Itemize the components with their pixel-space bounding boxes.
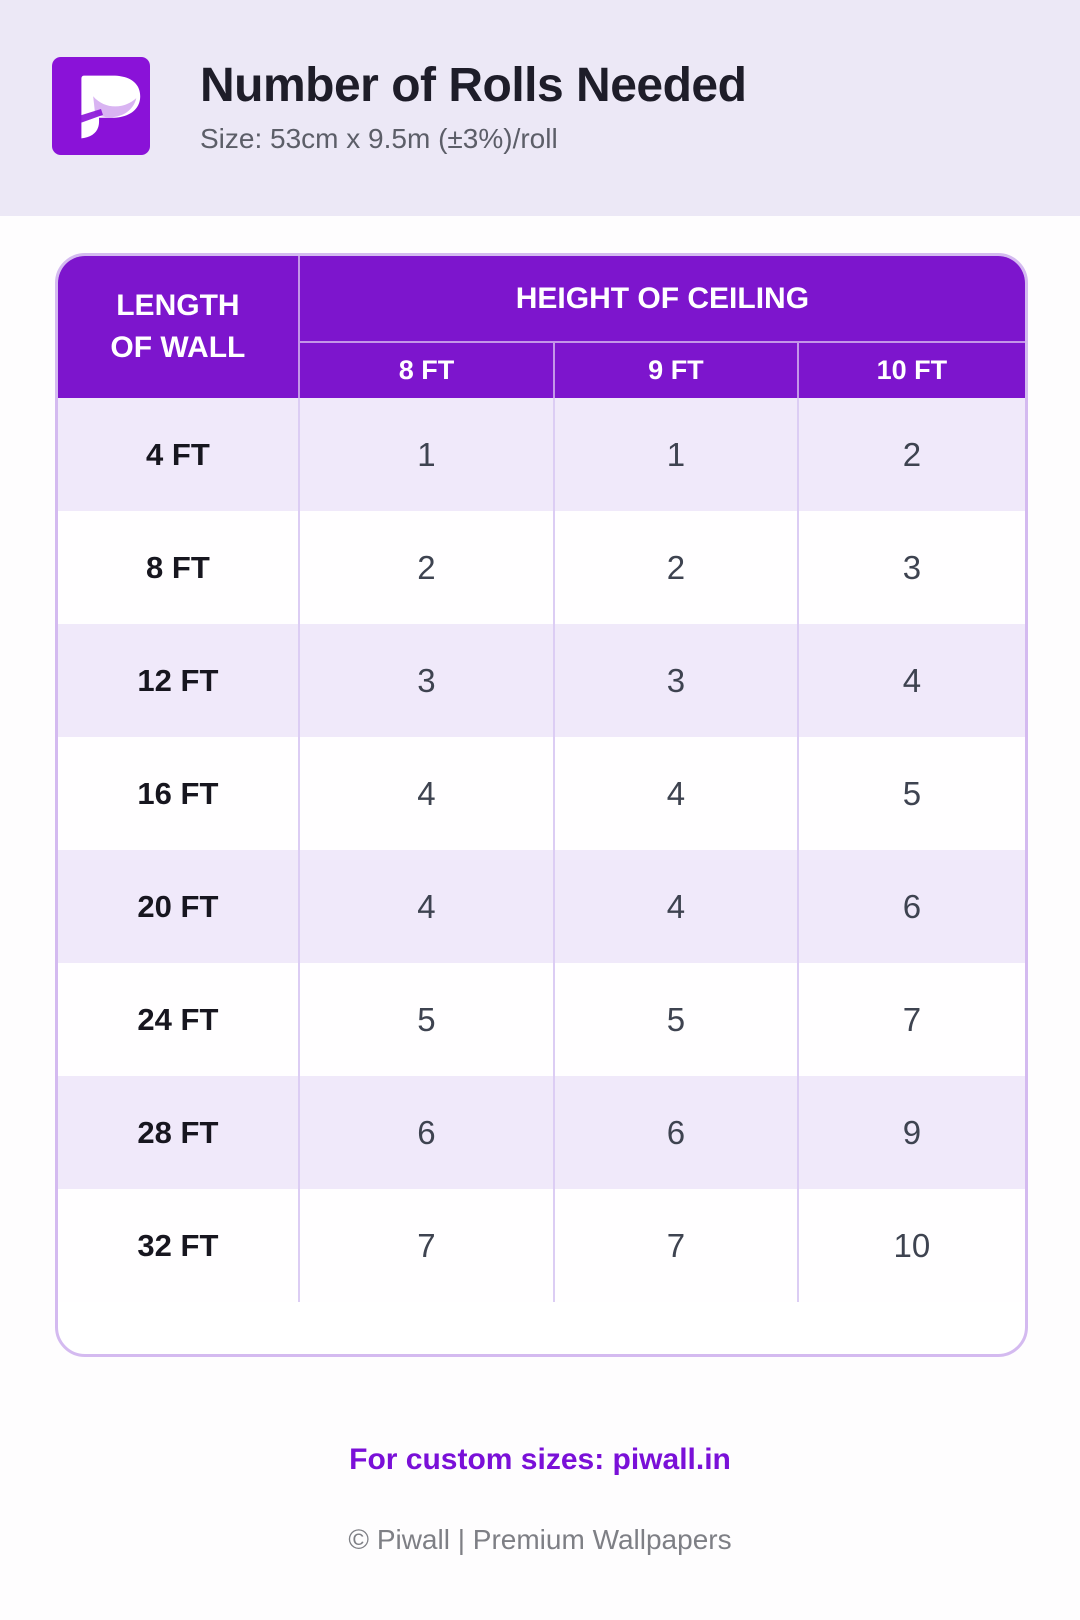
cell-value: 6	[796, 850, 1025, 963]
cell-value: 9	[796, 1076, 1025, 1189]
cell-value: 7	[796, 963, 1025, 1076]
header-text: Number of Rolls Needed Size: 53cm x 9.5m…	[200, 57, 747, 155]
table-row: 8 FT 2 2 3	[58, 511, 1025, 624]
top-band	[0, 0, 1080, 216]
table-row: 4 FT 1 1 2	[58, 398, 1025, 511]
row-label: 12 FT	[137, 662, 219, 698]
page-title: Number of Rolls Needed	[200, 59, 747, 112]
col-header-9ft: 9 FT	[553, 341, 797, 398]
cell-value: 4	[796, 624, 1025, 737]
custom-sizes-link[interactable]: For custom sizes: piwall.in	[349, 1443, 731, 1476]
cell-value: 6	[553, 1076, 797, 1189]
table-row: 20 FT 4 4 6	[58, 850, 1025, 963]
corner-header-length-of-wall: LENGTH OF WALL	[58, 256, 298, 398]
cell-value: 5	[796, 737, 1025, 850]
table-row: 28 FT 6 6 9	[58, 1076, 1025, 1189]
corner-header-line1: LENGTH	[116, 289, 240, 322]
table-row: 24 FT 5 5 7	[58, 963, 1025, 1076]
rolls-table-card: LENGTH OF WALL HEIGHT OF CEILING 8 FT 9 …	[55, 253, 1028, 1357]
cell-value: 2	[297, 511, 553, 624]
cell-value: 4	[553, 850, 797, 963]
cell-value: 4	[297, 850, 553, 963]
table-row: 12 FT 3 3 4	[58, 624, 1025, 737]
cell-value: 2	[796, 398, 1025, 511]
page-subtitle: Size: 53cm x 9.5m (±3%)/roll	[200, 123, 558, 154]
corner-header-line2: OF WALL	[110, 331, 246, 364]
cell-value: 3	[553, 624, 797, 737]
row-label: 32 FT	[137, 1227, 219, 1263]
cell-value: 7	[297, 1189, 553, 1302]
row-label: 4 FT	[146, 436, 210, 472]
cell-value: 5	[553, 963, 797, 1076]
col-header-10ft: 10 FT	[796, 341, 1025, 398]
copyright-text: © Piwall | Premium Wallpapers	[348, 1524, 732, 1555]
cell-value: 1	[297, 398, 553, 511]
cell-value: 5	[297, 963, 553, 1076]
cell-value: 10	[796, 1189, 1025, 1302]
cell-value: 3	[796, 511, 1025, 624]
table-header: LENGTH OF WALL HEIGHT OF CEILING 8 FT 9 …	[58, 256, 1025, 398]
row-label: 24 FT	[137, 1001, 219, 1037]
row-label: 16 FT	[137, 775, 219, 811]
cell-value: 2	[553, 511, 797, 624]
table-row: 32 FT 7 7 10	[58, 1189, 1025, 1302]
row-label: 8 FT	[146, 549, 210, 585]
piwall-logo	[52, 57, 150, 155]
col-header-8ft: 8 FT	[297, 341, 554, 398]
cell-value: 4	[297, 737, 553, 850]
group-header-height-of-ceiling: HEIGHT OF CEILING	[297, 256, 1025, 341]
row-label: 20 FT	[137, 888, 219, 924]
cell-value: 3	[297, 624, 553, 737]
cell-value: 1	[553, 398, 797, 511]
app-header: Number of Rolls Needed Size: 53cm x 9.5m…	[52, 57, 747, 155]
cell-value: 7	[553, 1189, 797, 1302]
row-label: 28 FT	[137, 1114, 219, 1150]
table-row: 16 FT 4 4 5	[58, 737, 1025, 850]
cell-value: 4	[553, 737, 797, 850]
logo-p-icon	[79, 75, 141, 139]
cell-value: 6	[297, 1076, 553, 1189]
